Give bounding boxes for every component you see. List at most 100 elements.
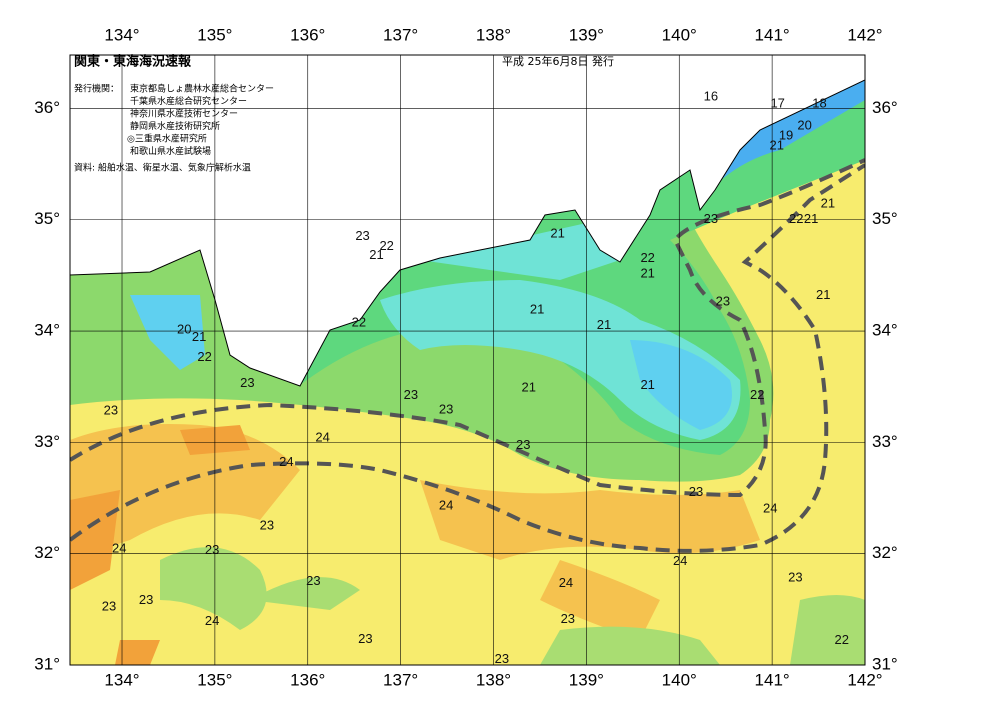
contour-label: 23 (516, 437, 530, 452)
issuer-name: 静岡県水産技術研究所 (130, 120, 220, 132)
contour-label: 22 (352, 315, 366, 330)
contour-label: 23 (306, 573, 320, 588)
contour-label: 23 (788, 570, 802, 585)
lat-label: 33° (872, 432, 898, 451)
contour-label: 21 (522, 379, 536, 394)
contour-label: 23 (439, 402, 453, 417)
map-frame (69, 54, 866, 666)
contour-label: 23 (358, 631, 372, 646)
contour-label: 22 (750, 387, 764, 402)
lon-label: 141° (755, 670, 790, 689)
contour-label: 22 (835, 632, 849, 647)
cool-patch (160, 547, 865, 665)
contour-label: 22 (789, 211, 803, 226)
contour-label: 23 (689, 484, 703, 499)
lon-label: 137° (383, 25, 418, 44)
land (70, 55, 865, 387)
contour-label: 19 (779, 128, 793, 143)
lon-label: 139° (569, 25, 604, 44)
contour-label: 21 (550, 226, 564, 241)
issuer-name: 神奈川県水産技術センター (130, 108, 238, 120)
contour-label: 23 (561, 611, 575, 626)
contour-label: 21 (640, 266, 654, 281)
contour-label: 21 (770, 138, 784, 153)
lat-label: 36° (872, 98, 898, 117)
contour-label: 24 (439, 497, 453, 512)
issuer-name: 東京都島しょ農林水産総合センター (130, 83, 274, 95)
lon-label: 139° (569, 670, 604, 689)
contour-label: 24 (559, 575, 573, 590)
contour-label: 21 (369, 247, 383, 262)
lon-label: 136° (290, 25, 325, 44)
contour-label: 23 (139, 592, 153, 607)
lon-label: 138° (476, 670, 511, 689)
contour-label: 21 (192, 329, 206, 344)
issuer-name: 和歌山県水産試験場 (130, 145, 211, 157)
lat-label: 34° (34, 321, 60, 340)
contour-label: 21 (804, 211, 818, 226)
lat-label: 31° (34, 654, 60, 673)
contour-label: 24 (673, 553, 687, 568)
lon-label: 137° (383, 670, 418, 689)
kuroshio-front (70, 158, 865, 498)
issuer-name: 千葉県水産総合研究センター (130, 95, 247, 107)
issue-date: 平成 25年6月8日 発行 (502, 54, 614, 68)
sea-surface (70, 55, 865, 665)
contour-label: 24 (112, 541, 126, 556)
contour-label: 22 (379, 238, 393, 253)
lat-label: 32° (34, 543, 60, 562)
contour-label: 21 (821, 196, 835, 211)
issuer-label: 発行機関： (74, 83, 119, 95)
lat-label: 32° (872, 543, 898, 562)
map-title: 関東・東海海況速報 (74, 54, 192, 70)
contour-label: 22 (640, 250, 654, 265)
contour-label: 21 (640, 377, 654, 392)
contour-label: 23 (260, 517, 274, 532)
contour-label: 21 (530, 301, 544, 316)
warm-patch (420, 480, 760, 640)
lon-label: 141° (755, 25, 790, 44)
issuer-list: 東京都島しょ農林水産総合センター千葉県水産総合研究センター神奈川県水産技術センタ… (127, 83, 274, 158)
lat-label: 36° (34, 98, 60, 117)
contour-label: 24 (763, 501, 777, 516)
lon-label: 135° (197, 670, 232, 689)
contour-label: 20 (177, 321, 191, 336)
lat-label: 35° (872, 209, 898, 228)
contour-label: 23 (205, 542, 219, 557)
contour-label: 23 (104, 403, 118, 418)
issuer-name: ◎三重県水産研究所 (127, 133, 207, 145)
contour-label: 23 (355, 228, 369, 243)
lon-label: 142° (847, 25, 882, 44)
contour-label: 18 (812, 95, 826, 110)
lon-label: 135° (197, 25, 232, 44)
contour-label: 23 (102, 599, 116, 614)
contour-label: 20 (797, 118, 811, 133)
contour-label: 22 (197, 349, 211, 364)
lon-label: 134° (104, 25, 139, 44)
warm-core (115, 425, 250, 665)
lat-label: 34° (872, 321, 898, 340)
contour-label: 16 (704, 89, 718, 104)
data-source: 資料: 船舶水温、衛星水温、気象庁解析水温 (74, 162, 251, 174)
lon-label: 134° (104, 670, 139, 689)
contour-label: 24 (279, 454, 293, 469)
contour-label: 24 (205, 613, 219, 628)
contour-label: 23 (404, 387, 418, 402)
lon-label: 142° (847, 670, 882, 689)
lon-label: 136° (290, 670, 325, 689)
contour-label: 23 (704, 211, 718, 226)
kuroshio-front (70, 163, 865, 553)
warm-patch (70, 424, 300, 560)
contour-label: 17 (770, 95, 784, 110)
contour-label: 21 (816, 287, 830, 302)
lon-label: 140° (662, 670, 697, 689)
lat-label: 33° (34, 432, 60, 451)
contour-label: 23 (716, 294, 730, 309)
lon-label: 140° (662, 25, 697, 44)
contour-label: 23 (495, 651, 509, 666)
contour-label: 24 (315, 429, 329, 444)
contour-label: 23 (240, 375, 254, 390)
lon-label: 138° (476, 25, 511, 44)
